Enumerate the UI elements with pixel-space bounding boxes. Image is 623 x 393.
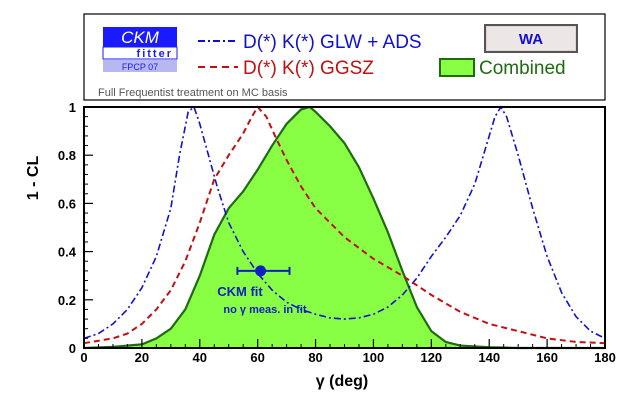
svg-text:FPCP 07: FPCP 07	[122, 62, 158, 72]
y-tick-label: 0.4	[58, 245, 77, 260]
svg-text:CKM: CKM	[121, 28, 160, 47]
x-axis-title: γ (deg)	[316, 373, 368, 390]
legend-combined-label: Combined	[479, 58, 566, 79]
combined-area	[84, 107, 605, 348]
svg-text:WA: WA	[519, 31, 543, 48]
y-tick-label: 1	[69, 100, 76, 115]
wa-button[interactable]: WA	[484, 24, 578, 53]
tick-labels: 0 20 40 60 80 100 120 140 160 180 0 0.2 0.4 0.6 0.8 1	[58, 100, 616, 365]
y-tick-label: 0.8	[58, 148, 76, 163]
fit-layer	[236, 265, 291, 277]
x-tick-label: 60	[250, 350, 264, 365]
x-tick-label: 80	[308, 350, 322, 365]
x-tick-label: 100	[363, 350, 385, 365]
x-tick-label: 140	[478, 350, 500, 365]
x-tick-label: 40	[193, 350, 207, 365]
fit-point-marker	[255, 265, 267, 277]
legend-combined-swatch	[439, 58, 475, 77]
fit-label: CKM fit	[217, 284, 263, 299]
ckmfitter-logo: CKM fitter FPCP 07	[102, 27, 178, 72]
fit-sublabel: no γ meas. in fit	[223, 304, 306, 316]
x-tick-label: 0	[80, 350, 87, 365]
y-tick-label: 0	[69, 341, 76, 356]
legend-ggsz-label: D(*) K(*) GGSZ	[243, 58, 374, 79]
x-tick-label: 120	[420, 350, 442, 365]
method-note: Full Frequentist treatment on MC basis	[98, 87, 288, 99]
lines-layer	[83, 105, 606, 345]
x-tick-label: 20	[135, 350, 149, 365]
series-ggsz-line	[83, 105, 606, 345]
x-tick-label: 160	[536, 350, 558, 365]
x-tick-label: 180	[594, 350, 616, 365]
svg-text:fitter: fitter	[137, 48, 173, 60]
y-tick-label: 0.2	[58, 293, 76, 308]
y-axis-title: 1 - CL	[25, 156, 42, 201]
legend-glw-ads-label: D(*) K(*) GLW + ADS	[243, 32, 422, 53]
y-tick-label: 0.6	[58, 196, 76, 211]
series-glw-ads-line	[83, 105, 606, 340]
ticks	[83, 106, 606, 349]
